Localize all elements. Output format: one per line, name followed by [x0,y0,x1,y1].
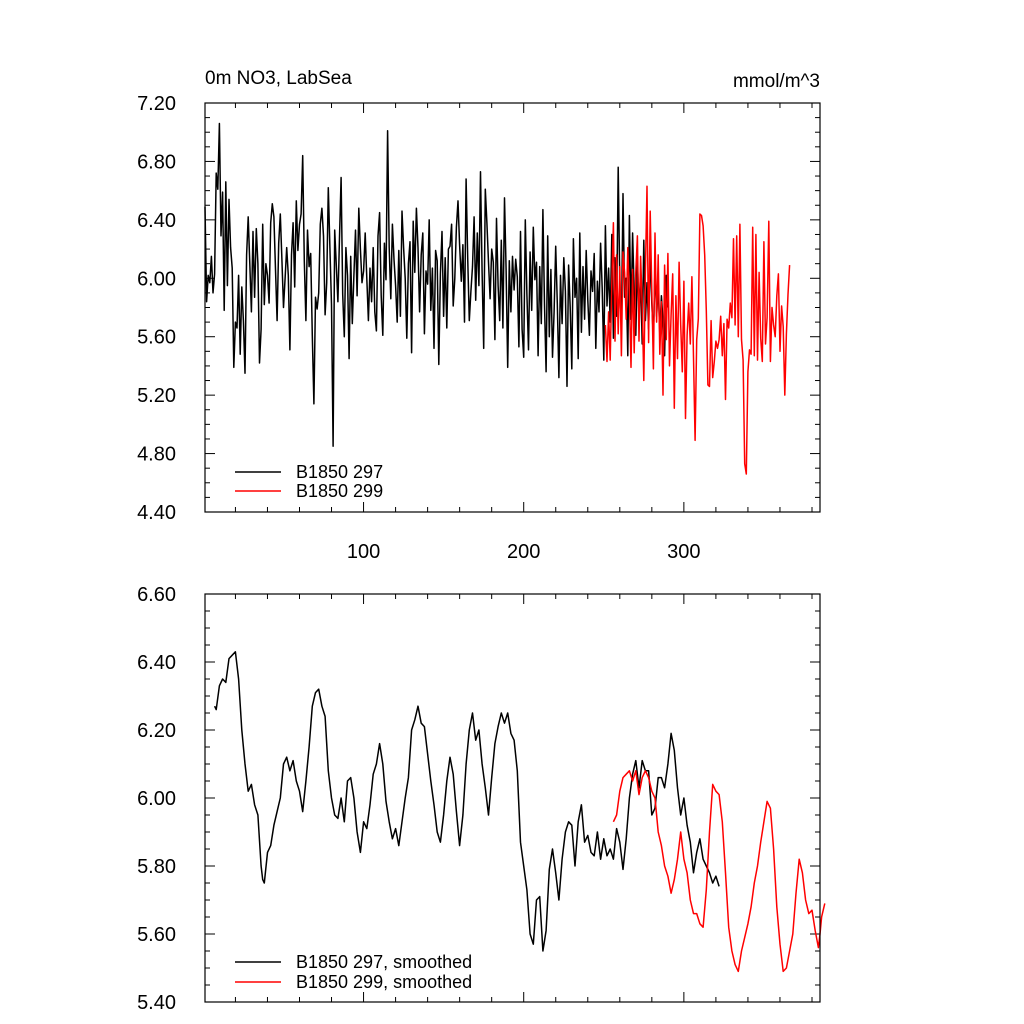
top-ticks [205,102,820,513]
legend-label-b1850-299-smoothed: B1850 299, smoothed [296,972,472,992]
y-tick-label: 5.40 [137,992,176,1014]
top-series [204,122,791,475]
top-panel: 0m NO3, LabSea mmol/m^3 7.20 6.80 6.40 6.00… [137,68,821,563]
bottom-ticks [205,593,820,1003]
bottom-plot-frame [204,593,821,1003]
y-tick-label: 4.40 [137,502,176,524]
series-line-b1850-297 [204,122,669,448]
series-line-b1850-299 [604,185,791,475]
bottom-series [213,651,826,973]
y-tick-label: 6.00 [137,788,176,810]
y-tick-label: 5.60 [137,327,176,349]
top-units-label: mmol/m^3 [733,71,820,92]
legend-label-b1850-297: B1850 297 [296,462,383,482]
y-tick-label: 6.20 [137,720,176,742]
x-tick-label: 300 [667,541,700,563]
top-title: 0m NO3, LabSea [205,68,352,89]
top-plot-frame [204,102,821,513]
y-tick-label: 6.80 [137,151,176,173]
y-tick-label: 7.20 [137,93,176,115]
x-tick-label: 200 [507,541,540,563]
y-tick-label: 5.60 [137,924,176,946]
y-tick-label: 5.80 [137,856,176,878]
bottom-panel: 6.60 6.40 6.20 6.00 5.80 5.60 5.40 B1850 297, … [137,584,826,1014]
y-tick-label: 6.60 [137,584,176,606]
series-line-b1850-297-smoothed [213,651,720,952]
y-tick-label: 6.40 [137,210,176,232]
top-y-tick-labels: 7.20 6.80 6.40 6.00 5.60 5.20 4.80 4.40 [137,93,176,524]
y-tick-label: 6.00 [137,268,176,290]
x-tick-label: 100 [347,541,380,563]
y-tick-label: 4.80 [137,444,176,466]
top-legend: B1850 297 B1850 299 [235,462,383,501]
bottom-legend: B1850 297, smoothed B1850 299, smoothed [235,952,472,992]
series-line-b1850-299-smoothed [612,770,826,973]
y-tick-label: 5.20 [137,385,176,407]
legend-label-b1850-299: B1850 299 [296,481,383,501]
legend-label-b1850-297-smoothed: B1850 297, smoothed [296,952,472,972]
bottom-y-tick-labels: 6.60 6.40 6.20 6.00 5.80 5.60 5.40 [137,584,176,1014]
y-tick-label: 6.40 [137,652,176,674]
top-x-tick-labels: 100 200 300 [347,541,701,563]
